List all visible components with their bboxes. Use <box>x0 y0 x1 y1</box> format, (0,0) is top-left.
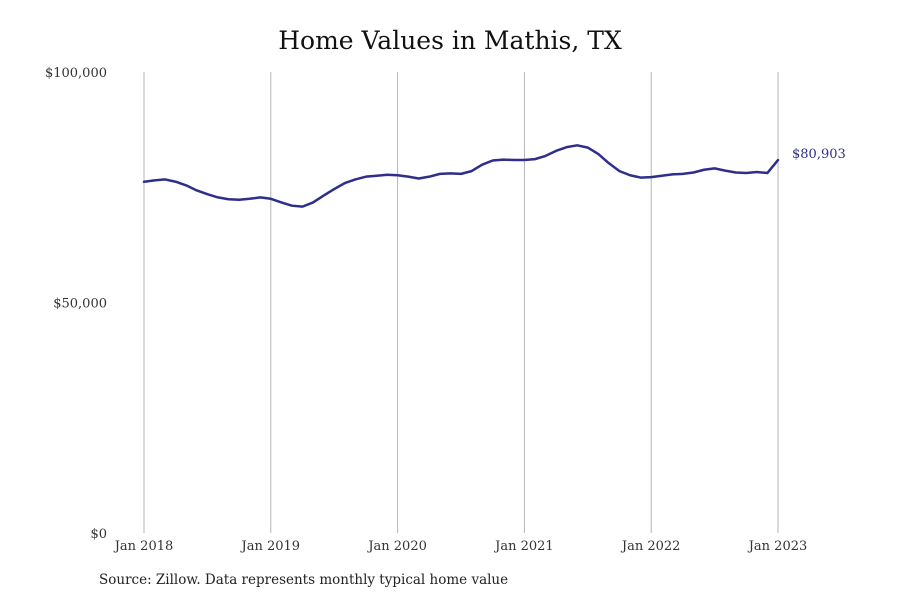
series-line <box>142 144 780 208</box>
x-tick-label: Jan 2023 <box>747 539 808 554</box>
y-tick-label: $0 <box>90 527 107 542</box>
x-tick-label: Jan 2018 <box>113 539 174 554</box>
y-axis-ticks: $0 $50,000 $100,000 <box>45 66 107 542</box>
y-tick-label: $50,000 <box>53 297 107 312</box>
x-tick-label: Jan 2019 <box>240 539 301 554</box>
x-axis-ticks: Jan 2018 Jan 2019 Jan 2020 Jan 2021 Jan 2022… <box>113 539 808 554</box>
source-note: Source: Zillow. Data represents monthly … <box>99 572 509 588</box>
grid-lines <box>143 72 779 533</box>
x-tick-label: Jan 2022 <box>620 539 681 554</box>
x-tick-label: Jan 2020 <box>366 539 427 554</box>
x-tick-label: Jan 2021 <box>493 539 554 554</box>
end-value-label: $80,903 <box>792 147 846 162</box>
chart-title: Home Values in Mathis, TX <box>278 26 622 55</box>
y-tick-label: $100,000 <box>45 66 107 81</box>
